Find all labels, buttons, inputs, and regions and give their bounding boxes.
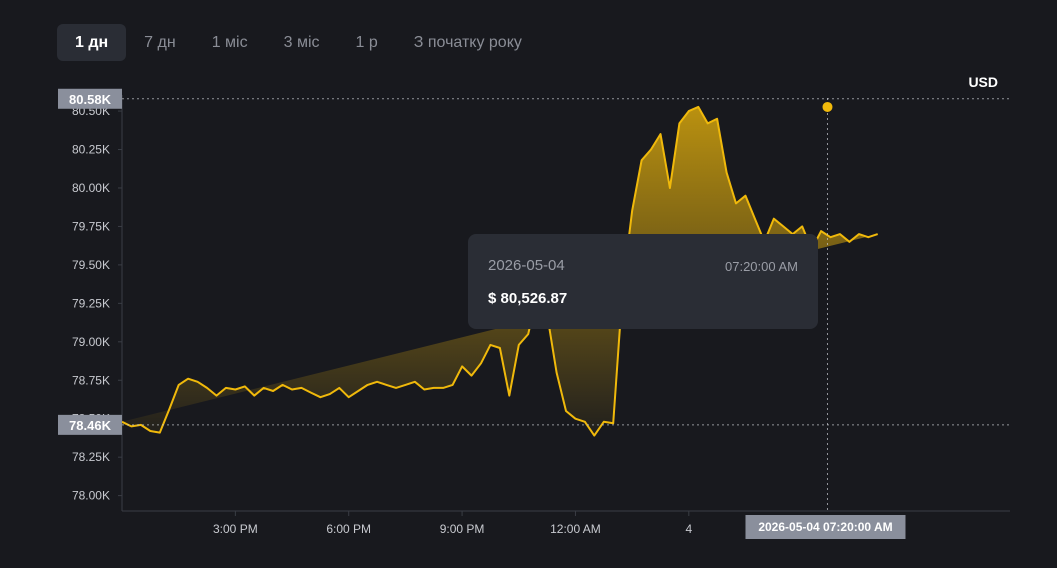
tooltip-time: 07:20:00 AM (725, 259, 798, 274)
tab-1-day[interactable]: 1 дн (57, 24, 127, 61)
high-price-label-bg (58, 88, 122, 109)
y-tick-label: 78.25K (72, 450, 110, 464)
x-tick-label: 6:00 PM (326, 522, 371, 536)
price-tooltip: 2026-05-04 07:20:00 AM $ 80,526.87 (468, 234, 818, 329)
x-tick-label: 9:00 PM (440, 522, 485, 536)
low-price-label: 78.46K (69, 418, 112, 433)
price-area (122, 106, 878, 436)
x-tick-label: 4 (685, 522, 692, 536)
tooltip-date: 2026-05-04 (488, 257, 565, 274)
timeframe-tabs: 1 дн 7 дн 1 міс 3 міс 1 р З початку року (57, 24, 540, 61)
tab-1-year[interactable]: 1 р (355, 34, 378, 51)
price-line (121, 105, 879, 437)
y-tick-label: 79.00K (72, 335, 110, 349)
crosshair-marker (822, 101, 833, 112)
crosshair-time-label: 2026-05-04 07:20:00 AM (758, 520, 892, 534)
y-tick-label: 80.25K (72, 143, 110, 157)
tooltip-price: $ 80,526.87 (488, 290, 568, 307)
low-price-label-bg (58, 414, 122, 435)
crosshair-time-label-bg (745, 515, 906, 539)
tab-7-days[interactable]: 7 дн (144, 34, 176, 51)
y-tick-label: 79.50K (72, 258, 110, 272)
tab-1-month[interactable]: 1 міс (211, 34, 248, 51)
y-tick-label: 80.00K (72, 181, 110, 195)
y-tick-label: 79.75K (72, 219, 110, 233)
y-tick-label: 78.75K (72, 373, 110, 387)
high-price-label: 80.58K (69, 92, 112, 107)
y-tick-label: 78.00K (72, 489, 110, 503)
y-tick-label: 79.25K (72, 296, 110, 310)
x-tick-label: 3:00 PM (213, 522, 258, 536)
x-tick-label: 12:00 AM (550, 522, 601, 536)
currency-label: USD (968, 74, 998, 90)
tab-year-to-date[interactable]: З початку року (413, 34, 522, 51)
tab-3-months[interactable]: 3 міс (283, 34, 320, 51)
